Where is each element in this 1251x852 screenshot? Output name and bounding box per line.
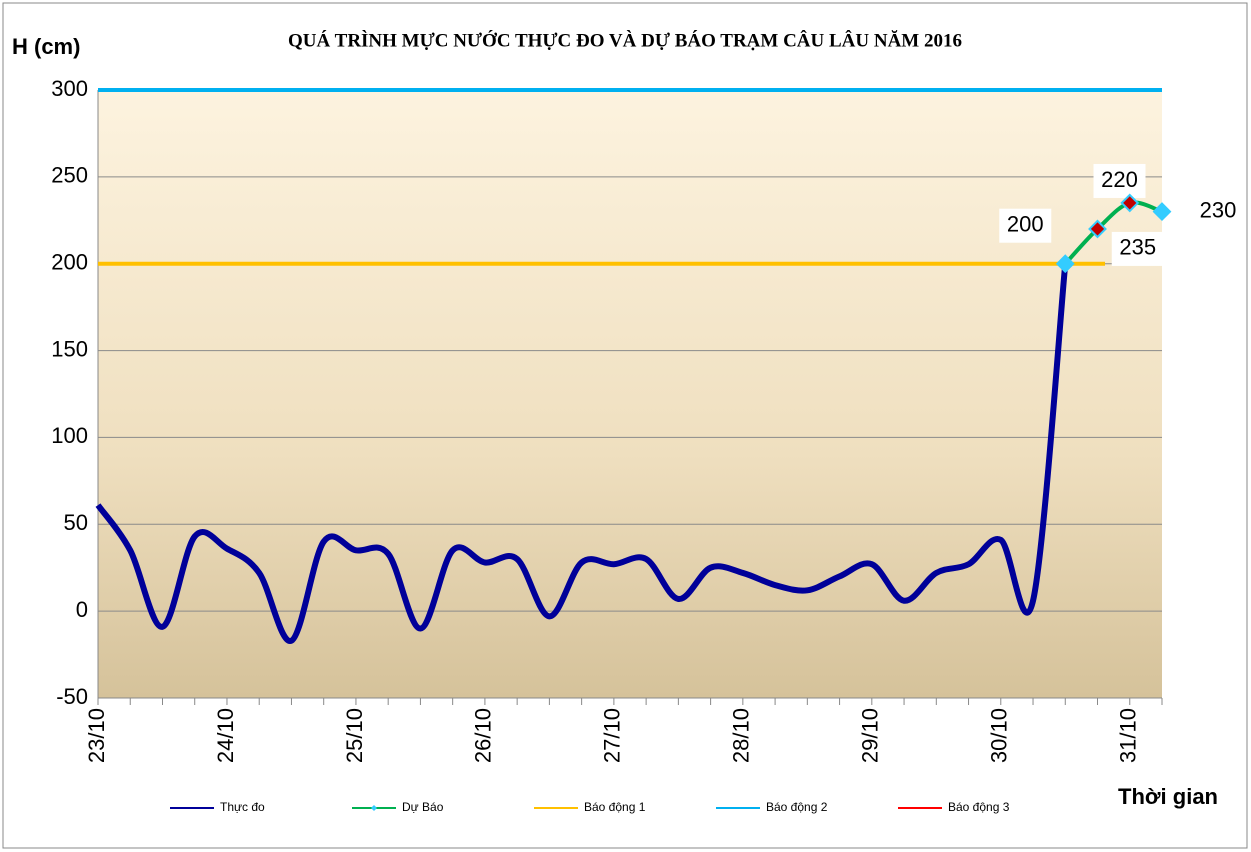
plot-area [98, 90, 1162, 698]
x-tick-label: 30/10 [987, 708, 1012, 763]
legend-label: Báo động 1 [584, 800, 646, 814]
y-tick-label: 50 [64, 510, 88, 535]
data-label-bg [1192, 194, 1244, 229]
y-axis-label: H (cm) [12, 34, 80, 59]
y-tick-label: 300 [51, 76, 88, 101]
series-line [1063, 200, 1163, 266]
data-label: 230 [1200, 197, 1237, 222]
x-tick-label: 25/10 [342, 708, 367, 763]
legend-marker [371, 805, 377, 811]
x-tick-label: 23/10 [84, 708, 109, 763]
y-tick-label: -50 [56, 684, 88, 709]
x-tick-label: 28/10 [729, 708, 754, 763]
x-tick-label: 29/10 [858, 708, 883, 763]
data-label: 220 [1101, 167, 1138, 192]
legend-label: Báo động 2 [766, 800, 828, 814]
marker [1088, 219, 1107, 239]
legend-label: Thực đo [220, 800, 265, 814]
marker [1152, 202, 1172, 222]
data-label: 235 [1119, 235, 1156, 260]
x-axis-label: Thời gian [1118, 784, 1218, 809]
series-line [95, 263, 1069, 644]
y-tick-label: 250 [51, 163, 88, 188]
data-label-bg [999, 208, 1052, 243]
y-tick-label: 0 [76, 597, 88, 622]
x-tick-label: 31/10 [1116, 708, 1141, 763]
y-tick-label: 200 [51, 250, 88, 275]
y-tick-label: 100 [51, 423, 88, 448]
legend-label: Báo động 3 [948, 800, 1010, 814]
x-tick-label: 27/10 [600, 708, 625, 763]
data-label-bg [1111, 231, 1164, 266]
x-tick-label: 24/10 [213, 708, 238, 763]
marker [1055, 254, 1075, 274]
data-label-bg [1093, 163, 1146, 198]
x-tick-label: 26/10 [471, 708, 496, 763]
chart-title: QUÁ TRÌNH MỰC NƯỚC THỰC ĐO VÀ DỰ BÁO TRẠ… [288, 29, 962, 51]
data-label: 200 [1007, 212, 1044, 237]
marker [1120, 193, 1140, 213]
y-tick-label: 150 [51, 336, 88, 361]
legend-label: Dự Báo [402, 800, 444, 814]
